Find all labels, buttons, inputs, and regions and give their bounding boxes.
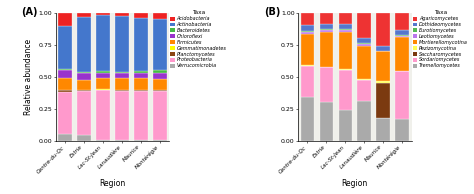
Bar xyxy=(134,18,147,71)
Bar xyxy=(376,51,390,81)
Bar xyxy=(58,78,72,90)
Bar xyxy=(376,46,390,51)
Bar xyxy=(134,91,147,139)
Bar xyxy=(115,16,129,72)
Bar xyxy=(319,102,333,141)
Bar xyxy=(301,66,314,97)
Bar xyxy=(301,25,314,31)
Bar xyxy=(338,13,352,24)
Bar xyxy=(58,92,72,134)
Bar xyxy=(96,90,110,139)
Bar xyxy=(96,73,110,78)
Bar xyxy=(96,89,110,90)
Bar xyxy=(338,70,352,110)
Bar xyxy=(115,139,129,141)
Bar xyxy=(357,80,371,101)
Bar xyxy=(357,43,371,44)
Bar xyxy=(153,90,166,91)
Bar xyxy=(376,83,390,119)
Bar xyxy=(319,67,333,102)
Bar xyxy=(153,19,166,70)
Bar xyxy=(395,37,409,71)
Bar xyxy=(134,139,147,141)
Bar xyxy=(77,91,91,135)
Bar xyxy=(319,32,333,67)
Bar xyxy=(301,34,314,65)
Bar xyxy=(301,31,314,32)
Text: (A): (A) xyxy=(22,7,38,17)
Bar xyxy=(395,30,409,35)
Bar xyxy=(96,71,110,73)
Bar xyxy=(376,13,390,46)
Bar xyxy=(134,73,147,78)
Bar xyxy=(96,139,110,141)
Bar xyxy=(357,46,371,80)
Bar xyxy=(338,24,352,29)
Bar xyxy=(338,32,352,69)
Bar xyxy=(96,13,110,15)
Bar xyxy=(58,26,72,69)
Text: (B): (B) xyxy=(264,7,280,17)
Bar xyxy=(338,69,352,70)
Bar xyxy=(301,13,314,25)
Bar xyxy=(115,72,129,73)
Bar xyxy=(301,97,314,141)
Bar xyxy=(77,135,91,141)
Bar xyxy=(357,38,371,43)
X-axis label: Region: Region xyxy=(100,179,126,188)
Bar xyxy=(134,90,147,91)
Bar xyxy=(77,13,91,17)
Bar xyxy=(319,13,333,24)
Bar xyxy=(115,73,129,78)
Bar xyxy=(153,73,166,80)
Bar xyxy=(115,91,129,139)
Bar xyxy=(395,13,409,30)
Bar xyxy=(395,36,409,37)
Bar xyxy=(301,32,314,34)
Bar xyxy=(96,15,110,71)
Bar xyxy=(115,78,129,90)
Bar xyxy=(338,110,352,141)
Bar xyxy=(395,119,409,141)
Bar xyxy=(338,29,352,30)
Bar xyxy=(77,72,91,73)
Bar xyxy=(301,65,314,66)
Bar xyxy=(115,13,129,16)
Bar xyxy=(153,80,166,90)
Bar xyxy=(319,24,333,29)
Legend: Agaricomycetes, Dothideomycetes, Eurotiomycetes, Leotiomycetes, Mortierellomycot: Agaricomycetes, Dothideomycetes, Eurotio… xyxy=(413,10,468,68)
Bar xyxy=(153,13,166,19)
Bar xyxy=(134,71,147,73)
Bar xyxy=(58,134,72,141)
Y-axis label: Relative abundance: Relative abundance xyxy=(24,39,33,115)
Bar xyxy=(96,78,110,89)
Bar xyxy=(134,78,147,90)
Bar xyxy=(153,70,166,73)
Bar xyxy=(153,139,166,141)
Legend: Acidobacteria, Actinobacteria, Bacteroidetes, Chloroflexi, Firmicutes, Gemmatimo: Acidobacteria, Actinobacteria, Bacteroid… xyxy=(170,10,227,68)
Bar xyxy=(77,80,91,90)
Bar xyxy=(58,69,72,70)
Bar xyxy=(153,91,166,139)
Bar xyxy=(376,119,390,141)
Bar xyxy=(134,13,147,18)
Bar xyxy=(338,30,352,32)
Bar xyxy=(77,17,91,72)
Bar xyxy=(357,101,371,141)
Bar xyxy=(357,13,371,38)
Bar xyxy=(77,73,91,80)
Bar xyxy=(58,90,72,92)
Bar xyxy=(395,35,409,36)
Bar xyxy=(319,29,333,30)
Bar xyxy=(115,90,129,91)
Bar xyxy=(77,90,91,91)
Bar xyxy=(319,30,333,32)
Bar xyxy=(376,81,390,83)
Bar xyxy=(357,44,371,46)
Bar xyxy=(395,71,409,119)
X-axis label: Region: Region xyxy=(342,179,368,188)
Bar xyxy=(58,13,72,26)
Bar xyxy=(58,70,72,78)
